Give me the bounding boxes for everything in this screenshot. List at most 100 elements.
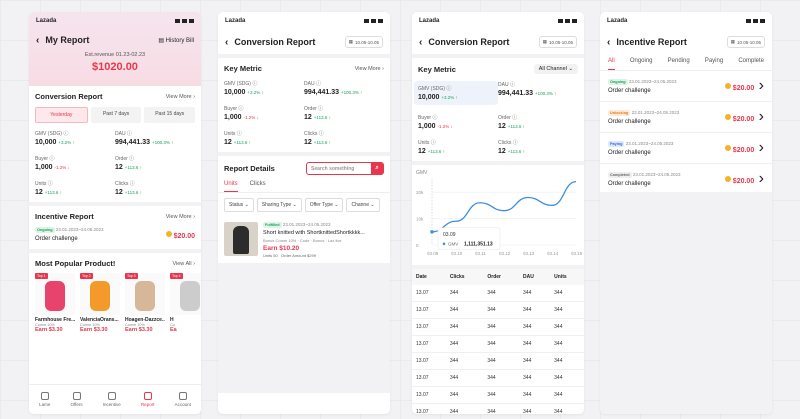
metric-item: DAU ⓘ 994,441.33 +100.3% ↑	[304, 80, 384, 96]
product-card[interactable]: Top 4 H Co Ea	[170, 273, 201, 333]
table-cell: 13.07	[412, 352, 446, 370]
gmv-line-chart[interactable]: GMV 0 10k 20k 03.09 03.10 03.11 03.12 03.13 03.14…	[412, 165, 584, 260]
table-header[interactable]: DAU	[519, 269, 551, 285]
metric-label: Order ⓘ	[498, 115, 518, 121]
history-bill-button[interactable]: ▤ History Bill	[158, 37, 194, 44]
x-tick-label: 03.12	[499, 251, 511, 256]
nav-label: Report	[140, 402, 155, 407]
date-picker-button[interactable]: ▦ 10.05-10.05	[344, 36, 383, 48]
status-bar: Lazada	[29, 12, 201, 30]
table-header[interactable]: Date	[412, 269, 446, 285]
tab-all[interactable]: All	[608, 54, 615, 70]
incentive-item[interactable]: Completed 23.01.2023~24.05.2023 Order cha…	[600, 164, 772, 195]
table-header[interactable]: Order	[483, 269, 520, 285]
filter-dropdown[interactable]: Status ⌄	[224, 198, 254, 212]
table-row: 13.07 344 344 344 344	[412, 369, 584, 387]
search-input[interactable]: Search something ⌕	[306, 162, 384, 175]
metric-value: 12 +113.6 ↑	[224, 139, 251, 146]
filter-dropdown[interactable]: Offer Type ⌄	[304, 198, 344, 212]
tab-units[interactable]: Units	[224, 181, 238, 192]
date-picker-button[interactable]: ▦ 10.05-10.05	[538, 36, 577, 48]
product-card[interactable]: Top 3 Hoagen-Dazzce... Comm 10% Earn $3.30	[125, 273, 165, 333]
product-name: Short knitted with ShortknittedShortkkkk…	[263, 230, 365, 236]
metric-item: Buyer ⓘ 1,000 -1.2% ↓	[224, 105, 304, 121]
metric-delta: +100.3% ↑	[152, 140, 174, 145]
metric-item: DAU ⓘ 994,441.33 +100.3% ↑	[498, 81, 578, 105]
search-icon[interactable]: ⌕	[371, 163, 383, 174]
metric-value: 12 +113.6 ↑	[418, 148, 445, 155]
metric-label: DAU ⓘ	[498, 82, 515, 88]
tab-yesterday[interactable]: Yesterday	[35, 107, 88, 123]
view-more-link[interactable]: View More ›	[165, 93, 195, 100]
tab-past-7[interactable]: Past 7 days	[90, 107, 142, 123]
nav-item-account[interactable]: Account	[175, 392, 191, 407]
carrier-label: Lazada	[36, 18, 57, 24]
status-bar: Lazada	[218, 12, 390, 30]
popular-products-section: Most Popular Product! View All › Top 1 Far…	[29, 253, 201, 339]
table-cell: 344	[445, 285, 484, 302]
metric-value: 10,000 +3.2% ↑	[35, 139, 75, 146]
date-picker-button[interactable]: ▦ 10.05-10.05	[726, 36, 765, 48]
report-card[interactable]: Fulfilled 23.01.2023~24.05.2023 Short kn…	[218, 217, 390, 263]
incentive-name: Order challenge	[608, 149, 651, 156]
channel-select[interactable]: All Channel ⌄	[533, 64, 578, 74]
metric-value: 1,000 -1.2% ↓	[418, 123, 453, 130]
metric-delta: +100.3% ↑	[341, 90, 363, 95]
table-row: 13.07 344 344 344 344	[412, 403, 584, 414]
table-cell: 344	[483, 335, 520, 353]
metric-label: DAU ⓘ	[304, 81, 321, 87]
key-metric-section: Key Metric All Channel ⌄ GMV (SDG) ⓘ 10,0…	[412, 58, 584, 161]
incentive-view-more[interactable]: View More ›	[165, 213, 195, 220]
tab-pending[interactable]: Pending	[667, 58, 690, 64]
product-meta: Bonus Comm 10% · Code · Bonus · Laz live	[263, 238, 342, 243]
metrics-grid: GMV (SDG) ⓘ 10,000 +3.2% ↑ DAU ⓘ 994,441.33 +…	[224, 80, 384, 146]
metric-item: Order ⓘ 12 +113.6 ↑	[304, 105, 384, 121]
metric-item: Clicks ⓘ 12 +113.6 ↑	[498, 139, 578, 155]
product-card[interactable]: Top 1 Farmhouse Fre... Comm 10% Earn $3.30	[35, 273, 75, 333]
status-badge: Completed	[608, 171, 632, 178]
metric-item: Units ⓘ 12 +113.6 ↑	[418, 139, 498, 155]
tab-complete[interactable]: Complete	[738, 58, 764, 64]
filter-dropdown[interactable]: Sharing Type ⌄	[256, 198, 302, 212]
metric-delta: +3.2% ↑	[58, 140, 75, 145]
nav-item-incentive[interactable]: Incentive	[103, 392, 121, 407]
rank-badge: Top 3	[125, 273, 138, 279]
back-icon[interactable]: ‹	[225, 36, 229, 48]
nav-item-offers[interactable]: Offers	[70, 392, 83, 407]
tab-past-15[interactable]: Past 15 days	[144, 107, 196, 123]
table-header[interactable]: Units	[550, 269, 584, 285]
metric-item: GMV (SDG) ⓘ 10,000 +3.2% ↑	[224, 80, 304, 96]
y-tick-label: 10k	[416, 217, 424, 222]
table-cell: 344	[519, 386, 551, 404]
back-icon[interactable]: ‹	[607, 36, 611, 48]
view-all-link[interactable]: View All ›	[172, 260, 195, 267]
nav-item-lame[interactable]: Lame	[39, 392, 50, 407]
earn-amount: Earn $10.20	[263, 245, 300, 252]
header: ‹ Incentive Report ▦ 10.05-10.05	[600, 30, 772, 54]
view-more-link[interactable]: View More ›	[354, 65, 384, 72]
metric-item: Buyer ⓘ 1,000 -1.2% ↓	[35, 155, 115, 171]
tab-clicks[interactable]: Clicks	[249, 181, 266, 187]
incentive-item[interactable]: Unlocking 23.01.2023~24.05.2023 Order cha…	[600, 102, 772, 133]
table-header[interactable]: Clicks	[445, 269, 484, 285]
metric-label: DAU ⓘ	[115, 131, 132, 137]
incentive-item[interactable]: Ongoing 23.01.2023~24.05.2023 Order chall…	[600, 71, 772, 102]
incentive-item[interactable]: Ongoing 23.01.2023~24.05.2023 Order chal…	[35, 225, 195, 243]
nav-item-report[interactable]: Report	[140, 392, 155, 407]
product-earn: Earn $3.30	[80, 327, 108, 333]
table-cell: 344	[519, 318, 551, 336]
table-cell: 344	[550, 352, 584, 370]
tab-paying[interactable]: Paying	[704, 58, 724, 64]
product-card[interactable]: Top 2 ValenciaOrans... Comm 10% Earn $3.30	[80, 273, 120, 333]
incentive-item[interactable]: Paying 23.01.2023~24.05.2023 Order challe…	[600, 133, 772, 164]
incentive-name: Order challenge	[35, 235, 78, 242]
header: ‹ Conversion Report ▦ 10.05-10.05	[412, 30, 584, 54]
back-icon[interactable]: ‹	[419, 36, 423, 48]
back-icon[interactable]: ‹	[36, 34, 40, 46]
filter-dropdown[interactable]: Channe ⌄	[346, 198, 380, 212]
incentive-name: Order challenge	[608, 118, 651, 125]
metric-delta: +113.6 ↑	[507, 124, 525, 129]
table-cell: 13.07	[412, 403, 446, 414]
metric-delta: +113.6 ↑	[313, 140, 331, 145]
tab-ongoing[interactable]: Ongoing	[629, 58, 653, 64]
